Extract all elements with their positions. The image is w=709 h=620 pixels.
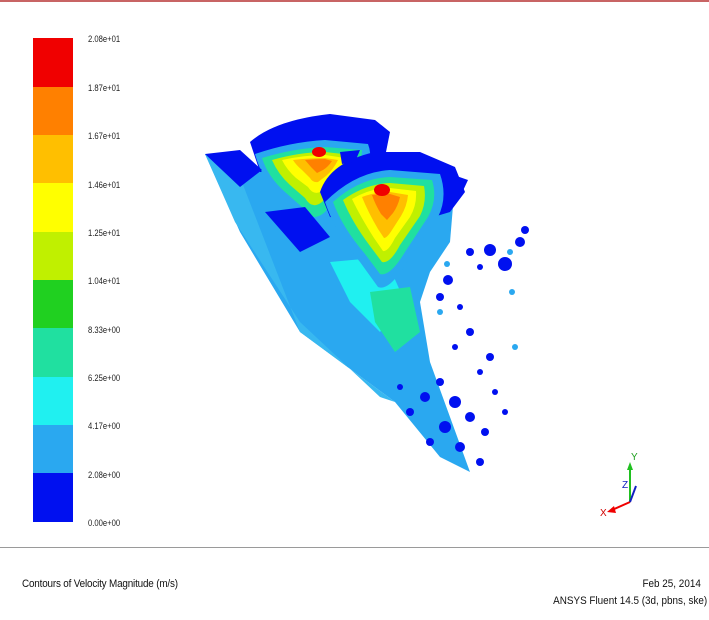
legend-label: 4.17e+00	[88, 421, 121, 431]
legend-swatch	[33, 425, 73, 473]
legend-swatch	[33, 328, 73, 377]
legend-label: 2.08e+00	[88, 470, 121, 480]
legend-label: 1.04e+01	[88, 276, 121, 286]
x-axis-label: X	[600, 508, 607, 519]
dark-block	[265, 207, 330, 252]
y-axis-label: Y	[631, 452, 638, 463]
caption-panel: Contours of Velocity Magnitude (m/s) Feb…	[0, 547, 709, 620]
legend-label: 0.00e+00	[88, 518, 121, 528]
legend-label: 2.08e+01	[88, 34, 121, 44]
legend-label: 1.67e+01	[88, 131, 121, 141]
legend-swatch	[33, 473, 73, 522]
colormap-legend	[33, 38, 73, 522]
legend-swatch	[33, 280, 73, 328]
legend-label: 6.25e+00	[88, 373, 121, 383]
legend-swatch	[33, 87, 73, 135]
legend-swatch	[33, 377, 73, 425]
z-axis-label: Z	[622, 480, 628, 491]
geometry-left-face	[205, 154, 395, 402]
legend-label: 8.33e+00	[88, 325, 121, 335]
legend-label: 1.25e+01	[88, 228, 121, 238]
dark-block	[205, 150, 262, 187]
axis-triad: Y Z X	[600, 452, 638, 519]
graphics-viewport[interactable]: 2.08e+01 1.87e+01 1.67e+01 1.46e+01 1.25…	[0, 2, 709, 547]
legend-label: 1.87e+01	[88, 83, 121, 93]
legend-swatch	[33, 183, 73, 232]
legend-swatch	[33, 232, 73, 280]
legend-swatch	[33, 135, 73, 183]
teal-region	[370, 287, 420, 352]
legend-swatch	[33, 38, 73, 87]
scattered-cells	[397, 226, 529, 466]
window-top-border	[0, 0, 709, 2]
plot-date: Feb 25, 2014	[642, 578, 701, 590]
legend-label: 1.46e+01	[88, 180, 121, 190]
velocity-contour-plot[interactable]	[0, 2, 709, 547]
plot-title: Contours of Velocity Magnitude (m/s)	[22, 578, 178, 590]
solver-info: ANSYS Fluent 14.5 (3d, pbns, ske)	[552, 595, 707, 607]
